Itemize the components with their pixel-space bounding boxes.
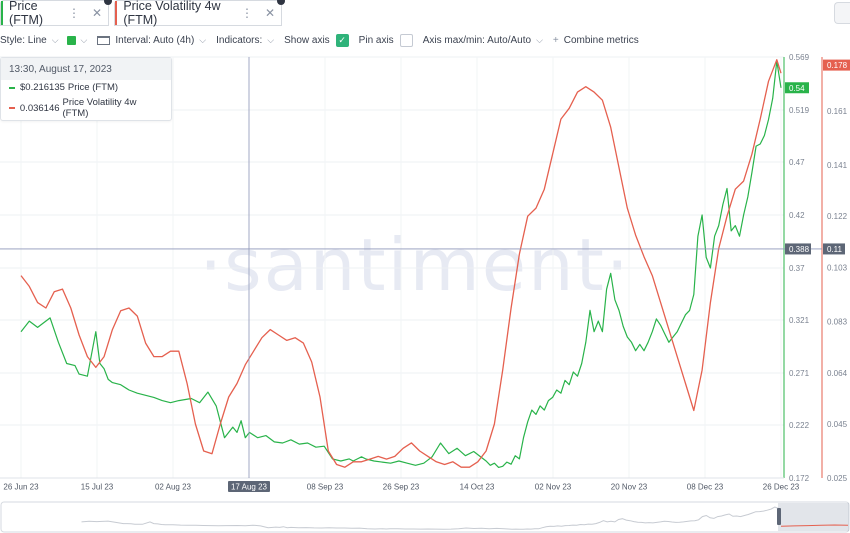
pin-axis-checkbox[interactable] <box>399 33 413 47</box>
crosshair-left-value-badge <box>785 243 811 255</box>
y-left-tick-label: 0.172 <box>789 474 810 483</box>
legend-line <box>9 86 15 89</box>
navigator-handle-left <box>777 508 781 525</box>
axes-group: 0.569 0.519 0.47 0.42 0.37 0.321 0.271 0.222 0.1… <box>0 53 848 492</box>
interval-label: Interval: Auto (4h) <box>115 34 195 46</box>
navigator-price-line <box>81 506 779 530</box>
axis-maxmin-select[interactable]: Axis max/min: Auto/Auto ⌵ <box>423 35 543 46</box>
price-series-line <box>20 60 782 468</box>
tab-price[interactable]: Price (FTM) ⋮ ✕ <box>0 0 112 27</box>
chart-toolbar: Style: Line ⌵ ⌵ Interval: Auto (4h) ⌵ In… <box>0 32 649 48</box>
panel-toggle-button[interactable] <box>834 2 850 24</box>
calendar-icon <box>97 35 111 45</box>
tooltip-volatility-label: Price Volatility 4w (FTM) <box>62 97 137 119</box>
x-tick-label: 26 Jun 23 <box>3 483 39 492</box>
color-swatch[interactable] <box>66 35 76 45</box>
y-left-tick-label: 0.222 <box>789 421 810 430</box>
pin-icon <box>277 0 285 5</box>
tab-color-bar <box>115 1 118 25</box>
x-tick-label: 08 Sep 23 <box>307 483 344 492</box>
y-right-tick-label: 0.045 <box>827 420 848 429</box>
pin-icon <box>104 0 112 5</box>
series-group <box>20 59 782 468</box>
price-last-value: 0.54 <box>789 84 805 93</box>
chevron-down-icon: ⌵ <box>51 34 59 45</box>
pin-axis-toggle[interactable]: Pin axis <box>358 33 413 47</box>
tooltip-price-value: $0.216135 <box>20 82 65 93</box>
y-left-tick-label: 0.271 <box>789 369 810 378</box>
x-tick-label: 14 Oct 23 <box>460 483 495 492</box>
crosshair: 0.388 0.11 0.54 0.178 <box>0 57 850 478</box>
x-tick-label: 08 Dec 23 <box>687 483 724 492</box>
price-last-badge <box>785 82 809 94</box>
chevron-down-icon: ⌵ <box>267 34 275 45</box>
tooltip-volatility-value: 0.036146 <box>19 102 60 114</box>
y-right-tick-label: 0.103 <box>827 264 848 273</box>
tab-price-volatility[interactable]: Price Volatility 4w (FTM) ⋮ ✕ <box>114 0 285 27</box>
x-tick-label: 15 Jul 23 <box>81 483 114 492</box>
x-tick-label: 02 Nov 23 <box>535 483 572 492</box>
close-icon[interactable]: ✕ <box>264 6 275 20</box>
crosshair-right-value-badge <box>823 243 845 255</box>
tab-price-label: Price (FTM) <box>9 0 44 27</box>
indicators-select[interactable]: Indicators: ⌵ <box>216 35 274 46</box>
tooltip-row-price: $0.216135 Price (FTM) <box>1 80 171 95</box>
volatility-last-badge <box>823 59 850 71</box>
x-tick-label: 26 Dec 23 <box>763 483 800 492</box>
volatility-last-value: 0.178 <box>827 61 848 70</box>
show-axis-label: Show axis <box>284 34 330 46</box>
style-select[interactable]: Style: Line ⌵ ⌵ <box>0 35 87 46</box>
tab-color-bar <box>1 1 4 25</box>
y-right-tick-label: 0.025 <box>827 474 848 483</box>
crosshair-left-value: 0.388 <box>789 245 810 254</box>
crosshair-right-value: 0.11 <box>827 245 843 254</box>
combine-metrics-label: Combine metrics <box>563 34 639 46</box>
indicators-label: Indicators: <box>216 34 263 46</box>
tooltip-price-label: Price (FTM) <box>67 82 119 93</box>
show-axis-checkbox[interactable]: ✓ <box>335 33 349 47</box>
x-tick-highlight <box>228 481 270 492</box>
y-left-tick-label: 0.321 <box>789 316 810 325</box>
chevron-down-icon: ⌵ <box>199 34 207 45</box>
tab-volatility-label: Price Volatility 4w (FTM) <box>123 0 221 27</box>
y-left-tick-label: 0.42 <box>789 211 805 220</box>
combine-metrics-button[interactable]: + Combine metrics <box>553 35 639 46</box>
y-right-tick-label: 0.141 <box>827 161 848 170</box>
x-tick-label: 20 Nov 23 <box>611 483 648 492</box>
y-left-tick-label: 0.37 <box>789 264 805 273</box>
interval-select[interactable]: Interval: Auto (4h) ⌵ <box>97 35 206 46</box>
x-tick-label: 02 Aug 23 <box>155 483 192 492</box>
x-tick-label-highlighted: 17 Aug 23 <box>231 483 268 492</box>
y-right-tick-label: 0.083 <box>827 317 848 326</box>
pin-axis-label: Pin axis <box>358 34 394 46</box>
navigator-frame <box>0 501 850 533</box>
y-right-tick-label: 0.064 <box>827 369 848 378</box>
y-right-tick-label: 0.122 <box>827 212 848 221</box>
tooltip-date: 13:30, August 17, 2023 <box>1 58 171 80</box>
close-icon[interactable]: ✕ <box>91 6 102 20</box>
volatility-series-line <box>20 59 782 468</box>
x-tick-label: 26 Sep 23 <box>383 483 420 492</box>
style-label: Style: Line <box>0 34 47 46</box>
chevron-down-icon: ⌵ <box>536 34 543 45</box>
axis-maxmin-label: Axis max/min: Auto/Auto <box>422 34 532 46</box>
more-options-icon[interactable]: ⋮ <box>240 6 253 20</box>
plus-icon: + <box>552 34 559 46</box>
y-left-tick-label: 0.47 <box>789 158 805 167</box>
santiment-watermark: ·santiment· <box>199 223 631 307</box>
navigator-volatility-line <box>780 524 849 527</box>
y-right-tick-label: 0.161 <box>827 107 848 116</box>
legend-line <box>9 107 15 109</box>
show-axis-toggle[interactable]: Show axis ✓ <box>284 33 349 47</box>
chevron-down-icon: ⌵ <box>80 34 88 45</box>
more-options-icon[interactable]: ⋮ <box>67 6 80 20</box>
y-left-tick-label: 0.569 <box>789 53 810 62</box>
y-left-tick-label: 0.519 <box>789 106 810 115</box>
navigator-selection <box>778 503 849 531</box>
chart-tooltip: 13:30, August 17, 2023 $0.216135 Price (… <box>0 57 172 121</box>
tooltip-row-volatility: 0.036146 Price Volatility 4w (FTM) <box>1 95 171 121</box>
navigator[interactable] <box>0 501 850 533</box>
